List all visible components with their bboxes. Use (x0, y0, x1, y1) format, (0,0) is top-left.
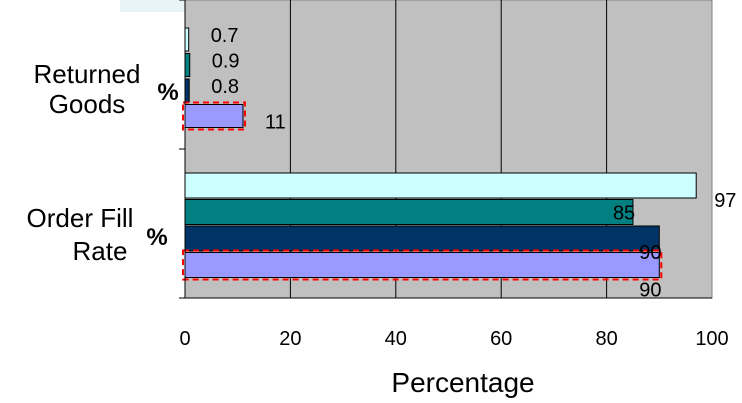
data-label: 90 (639, 280, 661, 302)
category-percent-sign: % (157, 79, 178, 106)
x-tick-label: 20 (279, 328, 301, 350)
category-percent-sign: % (146, 224, 167, 251)
x-axis-title: Percentage (391, 367, 534, 398)
data-label: 0.8 (211, 76, 239, 98)
category-label: Rate (73, 236, 128, 266)
x-tick-label: 60 (490, 328, 512, 350)
bar (184, 78, 190, 103)
data-label: 0.7 (211, 25, 239, 47)
bars (182, 27, 697, 281)
x-tick-label: 40 (385, 328, 407, 350)
x-tick-label: 0 (179, 328, 190, 350)
data-label: 90 (639, 242, 661, 264)
bar-highlight-outline (182, 101, 246, 131)
category-label: Order Fill (27, 203, 134, 233)
bar (184, 172, 697, 199)
bar (184, 225, 660, 252)
data-label: 85 (613, 203, 635, 225)
x-tick-label: 100 (695, 328, 728, 350)
category-label: Returned (34, 59, 141, 89)
category-label: Goods (49, 89, 126, 119)
bar (184, 252, 660, 278)
bar-highlight-outline (182, 249, 663, 281)
bar (184, 199, 634, 225)
bar (184, 27, 190, 52)
bar (184, 53, 191, 77)
data-label: 0.9 (212, 51, 240, 73)
data-label: 97 (714, 190, 736, 212)
axes: 0 20 40 60 80 100 (179, 0, 729, 350)
bar (184, 104, 244, 128)
x-tick-label: 80 (595, 328, 617, 350)
data-label: 11 (265, 112, 286, 134)
